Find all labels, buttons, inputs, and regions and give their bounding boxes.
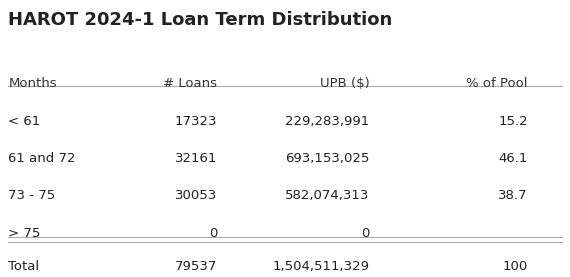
Text: 30053: 30053 bbox=[175, 189, 217, 202]
Text: 229,283,991: 229,283,991 bbox=[286, 115, 370, 128]
Text: 61 and 72: 61 and 72 bbox=[9, 152, 76, 165]
Text: 79537: 79537 bbox=[175, 260, 217, 273]
Text: 46.1: 46.1 bbox=[498, 152, 528, 165]
Text: # Loans: # Loans bbox=[163, 77, 217, 90]
Text: 32161: 32161 bbox=[175, 152, 217, 165]
Text: > 75: > 75 bbox=[9, 227, 41, 240]
Text: 100: 100 bbox=[503, 260, 528, 273]
Text: UPB ($): UPB ($) bbox=[320, 77, 370, 90]
Text: 582,074,313: 582,074,313 bbox=[286, 189, 370, 202]
Text: 15.2: 15.2 bbox=[498, 115, 528, 128]
Text: Months: Months bbox=[9, 77, 57, 90]
Text: 38.7: 38.7 bbox=[498, 189, 528, 202]
Text: < 61: < 61 bbox=[9, 115, 40, 128]
Text: % of Pool: % of Pool bbox=[466, 77, 528, 90]
Text: 693,153,025: 693,153,025 bbox=[286, 152, 370, 165]
Text: HAROT 2024-1 Loan Term Distribution: HAROT 2024-1 Loan Term Distribution bbox=[9, 11, 393, 29]
Text: 0: 0 bbox=[209, 227, 217, 240]
Text: 17323: 17323 bbox=[175, 115, 217, 128]
Text: Total: Total bbox=[9, 260, 39, 273]
Text: 0: 0 bbox=[361, 227, 370, 240]
Text: 73 - 75: 73 - 75 bbox=[9, 189, 56, 202]
Text: 1,504,511,329: 1,504,511,329 bbox=[272, 260, 370, 273]
